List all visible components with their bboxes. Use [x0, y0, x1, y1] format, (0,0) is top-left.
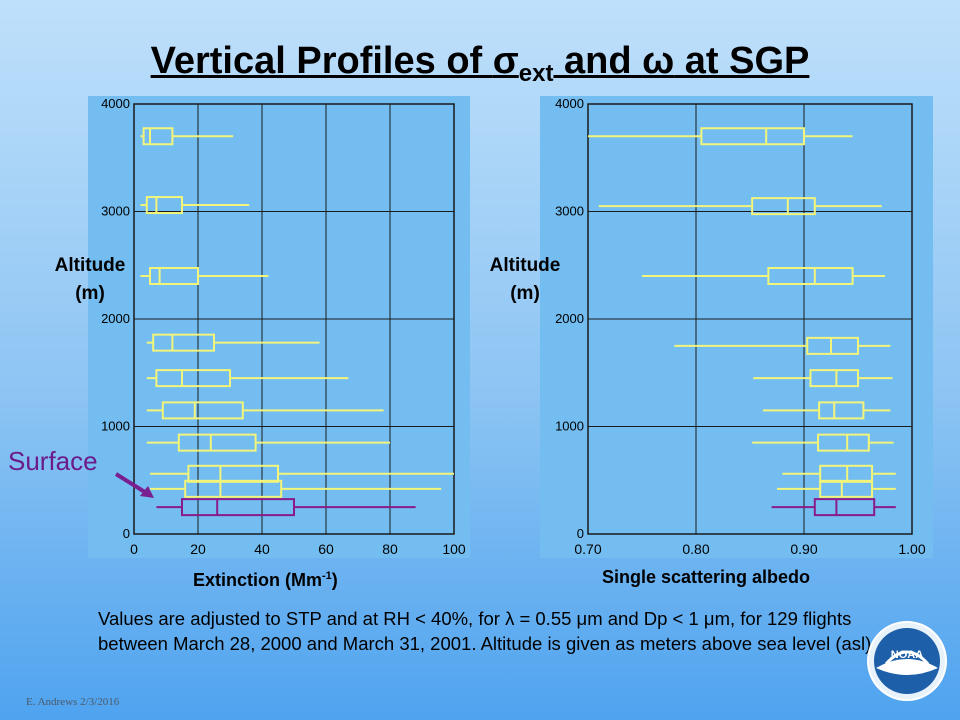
box-iqr — [187, 464, 279, 483]
title-sigma: σ — [492, 40, 519, 82]
box-plot — [588, 127, 853, 146]
box-plot — [140, 267, 269, 285]
box-iqr — [817, 433, 870, 452]
box-plot — [146, 401, 384, 420]
title-text: Vertical Profiles of — [150, 40, 493, 82]
x-tick-label: 0.80 — [682, 541, 709, 557]
y-tick-label: 4000 — [101, 96, 130, 111]
x-tick-label: 0.90 — [790, 541, 817, 557]
x-tick-label: 20 — [190, 541, 206, 557]
box-plot — [146, 369, 349, 388]
ylabel-line1: Altitude — [54, 255, 126, 276]
box-iqr — [700, 127, 805, 146]
y-tick-label: 4000 — [555, 96, 584, 111]
box-plot — [140, 196, 250, 215]
slide-title: Vertical Profiles of σext and ω at SGP — [0, 40, 960, 88]
box-plot — [777, 479, 896, 498]
box-plot — [753, 369, 893, 388]
box-plot — [150, 464, 454, 483]
box-iqr — [806, 336, 859, 355]
xlabel-text: Extinction (Mm — [193, 570, 322, 590]
noaa-logo: NOAA — [866, 620, 948, 702]
box-iqr — [145, 196, 183, 215]
box-plot — [782, 464, 896, 483]
title-subscript: ext — [518, 60, 554, 87]
y-tick-label: 0 — [577, 526, 584, 541]
x-tick-label: 100 — [442, 541, 466, 557]
albedo-chart: 0.70 0.80 0.90 1.00 0 1000 2000 3000 4000 — [555, 96, 926, 557]
albedo-chart-xlabel: Single scattering albedo — [602, 567, 810, 588]
box-iqr — [813, 498, 876, 517]
x-tick-label: 0 — [130, 541, 138, 557]
box-iqr — [161, 401, 244, 420]
xlabel-end: ) — [331, 570, 338, 590]
surface-box-plot — [771, 498, 896, 517]
box-plot — [674, 336, 891, 355]
title-and: and — [553, 40, 643, 82]
y-tick-label: 2000 — [101, 311, 130, 326]
box-iqr — [155, 369, 231, 388]
box-iqr — [177, 433, 257, 452]
box-iqr — [818, 401, 865, 420]
title-omega: ω — [642, 40, 675, 82]
albedo-chart-ylabel: Altitude (m) — [455, 252, 595, 308]
box-plot — [140, 127, 234, 146]
ylabel-line2: (m) — [75, 283, 105, 304]
y-tick-label: 1000 — [101, 419, 130, 434]
y-tick-label: 3000 — [101, 204, 130, 219]
box-iqr — [767, 267, 854, 285]
box-plot — [150, 479, 442, 498]
box-iqr — [184, 479, 283, 498]
surface-box-plot — [156, 498, 416, 517]
box-iqr — [751, 197, 816, 216]
extinction-chart-ylabel: Altitude (m) — [20, 252, 160, 308]
x-tick-label: 1.00 — [898, 541, 925, 557]
surface-label: Surface — [8, 446, 98, 476]
box-plot — [752, 433, 894, 452]
box-iqr — [181, 498, 295, 517]
extinction-chart-panel: 0 20 40 60 80 100 0 1000 2000 3000 4000 — [88, 96, 470, 558]
logo-text: NOAA — [891, 649, 923, 661]
y-tick-label: 1000 — [555, 419, 584, 434]
title-end: at SGP — [674, 40, 810, 82]
x-tick-label: 0.70 — [574, 541, 601, 557]
x-tick-label: 80 — [382, 541, 398, 557]
box-iqr — [819, 479, 874, 498]
footnote: Values are adjusted to STP and at RH < 4… — [98, 608, 877, 654]
x-tick-label: 40 — [254, 541, 270, 557]
footer-text: E. Andrews 2/3/2016 — [26, 696, 120, 708]
box-iqr — [819, 464, 874, 483]
xlabel-sup: -1 — [322, 570, 332, 582]
box-plot — [598, 197, 882, 216]
box-iqr — [152, 333, 215, 352]
box-iqr — [142, 127, 174, 146]
y-tick-label: 0 — [123, 526, 130, 541]
y-tick-label: 2000 — [555, 311, 584, 326]
box-plot — [146, 333, 320, 352]
box-plot — [146, 433, 390, 452]
box-iqr — [809, 369, 860, 388]
extinction-chart-xlabel: Extinction (Mm-1) — [193, 570, 338, 591]
ylabel-line2: (m) — [510, 283, 540, 304]
box-plot — [762, 401, 891, 420]
albedo-chart-panel: 0.70 0.80 0.90 1.00 0 1000 2000 3000 4000 — [540, 96, 933, 558]
box-iqr — [149, 267, 199, 285]
box-plot — [642, 267, 885, 285]
surface-arrow — [114, 472, 154, 498]
y-tick-label: 3000 — [555, 204, 584, 219]
x-tick-label: 60 — [318, 541, 334, 557]
ylabel-line1: Altitude — [489, 255, 561, 276]
xlabel-text: Single scattering albedo — [602, 567, 811, 587]
